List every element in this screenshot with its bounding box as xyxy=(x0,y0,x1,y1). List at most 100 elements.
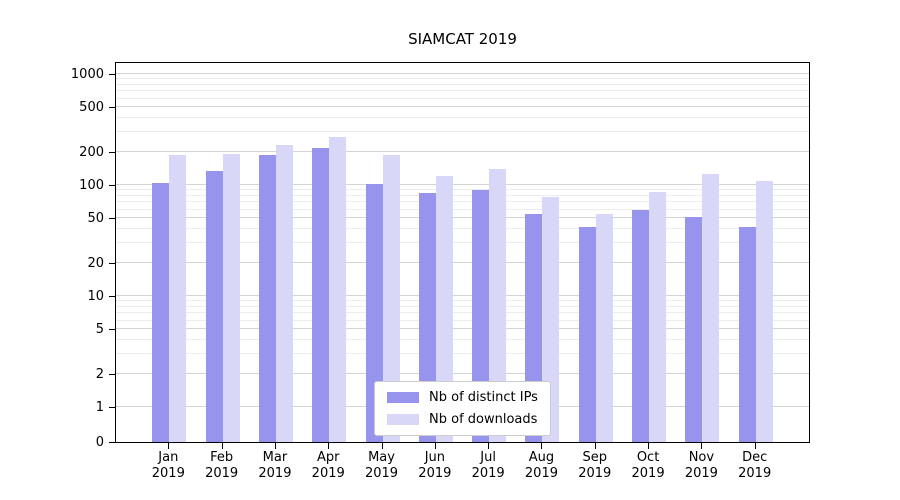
gridline-9 xyxy=(116,300,809,302)
x-tick-label-aug-2019: Aug 2019 xyxy=(524,450,558,481)
legend-swatch-distinct-ips xyxy=(387,392,419,403)
bar-nb-of-downloads-jun-2019 xyxy=(435,176,453,442)
x-tick-label-jun-2019: Jun 2019 xyxy=(418,450,452,481)
y-tick-label-1: 1 xyxy=(95,400,104,415)
gridline-300 xyxy=(116,131,809,133)
bar-nb-of-downloads-apr-2019 xyxy=(329,137,347,442)
bar-nb-of-distinct-ips-jul-2019 xyxy=(472,190,490,442)
gridline-50 xyxy=(116,217,809,219)
y-tick-label-2: 2 xyxy=(95,366,104,382)
gridline-60 xyxy=(116,208,809,210)
bar-nb-of-downloads-oct-2019 xyxy=(649,192,667,442)
bar-nb-of-distinct-ips-feb-2019 xyxy=(205,170,223,442)
bar-nb-of-downloads-mar-2019 xyxy=(275,144,293,442)
legend-label-distinct-ips: Nb of distinct IPs xyxy=(429,390,538,405)
bar-nb-of-distinct-ips-apr-2019 xyxy=(312,148,330,442)
gridline-2 xyxy=(116,372,809,374)
legend-label-downloads: Nb of downloads xyxy=(429,412,538,427)
y-tick-200 xyxy=(109,151,115,153)
y-tick-label-100: 100 xyxy=(79,178,104,193)
legend-item-distinct-ips: Nb of distinct IPs xyxy=(387,390,538,405)
x-tick-label-sep-2019: Sep 2019 xyxy=(578,450,612,481)
y-tick-label-10: 10 xyxy=(87,289,104,304)
y-tick-20 xyxy=(109,262,115,264)
bar-nb-of-distinct-ips-nov-2019 xyxy=(685,216,703,442)
bar-nb-of-downloads-dec-2019 xyxy=(755,181,773,442)
gridline-6 xyxy=(116,319,809,321)
x-tick-label-nov-2019: Nov 2019 xyxy=(684,450,718,481)
y-tick-label-500: 500 xyxy=(79,100,104,116)
x-tick-label-apr-2019: Apr 2019 xyxy=(311,450,345,481)
y-tick-50 xyxy=(109,218,115,220)
y-tick-label-5: 5 xyxy=(95,322,104,338)
x-tick-label-may-2019: May 2019 xyxy=(364,450,399,481)
bar-nb-of-downloads-jan-2019 xyxy=(169,155,187,442)
x-tick-oct-2019 xyxy=(648,443,650,449)
y-tick-2 xyxy=(109,373,115,375)
gridline-800 xyxy=(116,83,809,85)
x-tick-may-2019 xyxy=(381,443,383,449)
y-axis-labels: 0 1 2 5 10 20 50 100 200 500 1000 xyxy=(0,62,104,450)
x-axis-ticks xyxy=(115,443,810,449)
gridline-5 xyxy=(116,328,809,330)
chart-title: SIAMCAT 2019 xyxy=(408,30,517,48)
bar-nb-of-distinct-ips-dec-2019 xyxy=(738,226,756,442)
gridline-3 xyxy=(116,353,809,355)
gridline-400 xyxy=(116,117,809,119)
gridline-4 xyxy=(116,339,809,341)
gridline-500 xyxy=(116,106,809,108)
x-tick-jul-2019 xyxy=(488,443,490,449)
y-axis-ticks xyxy=(109,62,115,443)
gridline-10 xyxy=(116,295,809,296)
x-tick-sep-2019 xyxy=(594,443,596,449)
gridline-700 xyxy=(116,90,809,92)
y-tick-1 xyxy=(109,407,115,408)
bar-nb-of-downloads-aug-2019 xyxy=(542,196,560,442)
bar-nb-of-downloads-feb-2019 xyxy=(222,154,240,442)
gridline-30 xyxy=(116,242,809,244)
bar-nb-of-distinct-ips-jun-2019 xyxy=(418,193,436,442)
plot-area: Nb of distinct IPs Nb of downloads xyxy=(115,62,810,443)
bar-nb-of-distinct-ips-mar-2019 xyxy=(258,155,276,442)
x-tick-label-jul-2019: Jul 2019 xyxy=(471,450,505,481)
gridline-80 xyxy=(116,194,809,196)
legend: Nb of distinct IPs Nb of downloads xyxy=(374,381,551,436)
x-axis-labels: Jan 2019 Feb 2019 Mar 2019 Apr 2019 May 2019 Jun 20… xyxy=(115,450,810,484)
legend-swatch-downloads xyxy=(387,414,419,425)
bar-nb-of-distinct-ips-oct-2019 xyxy=(632,209,650,442)
x-tick-dec-2019 xyxy=(754,443,756,449)
y-tick-label-20: 20 xyxy=(87,255,104,271)
gridline-900 xyxy=(116,78,809,80)
gridline-100 xyxy=(116,184,809,185)
y-tick-label-200: 200 xyxy=(79,144,104,160)
bar-nb-of-downloads-may-2019 xyxy=(382,154,400,442)
gridline-200 xyxy=(116,150,809,152)
y-tick-500 xyxy=(109,107,115,109)
x-tick-aug-2019 xyxy=(541,443,543,449)
y-tick-label-1000: 1000 xyxy=(70,67,104,82)
y-tick-100 xyxy=(109,185,115,186)
bar-nb-of-downloads-nov-2019 xyxy=(702,174,720,442)
y-tick-5 xyxy=(109,329,115,331)
x-tick-apr-2019 xyxy=(328,443,330,449)
bar-nb-of-distinct-ips-may-2019 xyxy=(365,183,383,442)
x-tick-jun-2019 xyxy=(434,443,436,449)
x-tick-nov-2019 xyxy=(701,443,703,449)
x-tick-label-feb-2019: Feb 2019 xyxy=(205,450,239,481)
gridline-40 xyxy=(116,228,809,230)
bar-nb-of-distinct-ips-sep-2019 xyxy=(578,226,596,442)
y-tick-label-50: 50 xyxy=(87,211,104,227)
x-tick-label-oct-2019: Oct 2019 xyxy=(631,450,665,481)
bar-nb-of-distinct-ips-jan-2019 xyxy=(152,182,170,442)
x-tick-label-dec-2019: Dec 2019 xyxy=(738,450,772,481)
gridline-7 xyxy=(116,312,809,314)
x-tick-feb-2019 xyxy=(221,443,223,449)
y-tick-1000 xyxy=(109,74,115,75)
gridline-70 xyxy=(116,201,809,203)
legend-item-downloads: Nb of downloads xyxy=(387,412,538,427)
gridline-1000 xyxy=(116,73,809,74)
gridline-90 xyxy=(116,189,809,191)
gridline-20 xyxy=(116,261,809,263)
y-tick-10 xyxy=(109,296,115,297)
